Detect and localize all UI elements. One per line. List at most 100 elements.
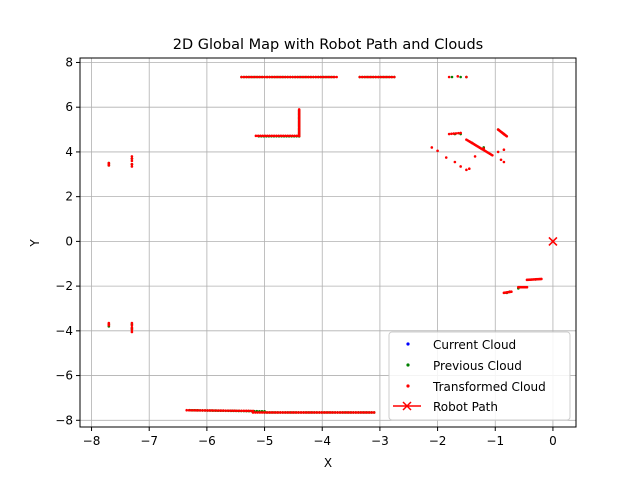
x-axis-label: X bbox=[324, 456, 332, 470]
transformed-cloud-point bbox=[323, 75, 327, 79]
x-tick-label: −8 bbox=[83, 434, 101, 448]
transformed-cloud-point bbox=[502, 160, 506, 164]
transformed-cloud-point bbox=[263, 75, 267, 79]
transformed-cloud-point bbox=[372, 75, 375, 79]
transformed-cloud-point bbox=[221, 409, 225, 412]
transformed-cloud-point bbox=[314, 75, 318, 79]
transformed-cloud-point bbox=[210, 409, 214, 412]
transformed-cloud-point bbox=[203, 409, 207, 412]
legend-marker-transformed-cloud bbox=[406, 384, 410, 388]
transformed-cloud-point bbox=[265, 134, 269, 138]
transformed-cloud-point bbox=[338, 411, 342, 414]
transformed-cloud-point bbox=[343, 411, 346, 414]
transformed-cloud-point bbox=[130, 330, 134, 334]
transformed-cloud-point bbox=[302, 75, 306, 79]
transformed-cloud-point bbox=[312, 75, 315, 79]
y-tick-label: −4 bbox=[55, 324, 73, 338]
transformed-cloud-point bbox=[263, 134, 267, 138]
transformed-cloud-point bbox=[436, 149, 439, 153]
transformed-cloud-point bbox=[244, 75, 248, 79]
transformed-cloud-point bbox=[217, 409, 221, 412]
transformed-cloud-point bbox=[286, 75, 290, 79]
legend-label-current-cloud: Current Cloud bbox=[433, 338, 516, 352]
scatter-points bbox=[107, 75, 543, 414]
transformed-cloud-point bbox=[291, 134, 294, 138]
transformed-cloud-point bbox=[320, 411, 323, 414]
transformed-cloud-point bbox=[276, 411, 280, 414]
transformed-cloud-point bbox=[499, 158, 503, 162]
transformed-cloud-point bbox=[235, 409, 239, 413]
transformed-cloud-point bbox=[321, 75, 325, 79]
transformed-cloud-point bbox=[336, 411, 339, 414]
transformed-cloud-point bbox=[277, 134, 280, 138]
transformed-cloud-point bbox=[205, 409, 209, 412]
legend-marker-robot-path bbox=[402, 401, 412, 411]
transformed-cloud-point bbox=[281, 75, 285, 79]
transformed-cloud-point bbox=[292, 411, 296, 414]
transformed-cloud-point bbox=[322, 411, 326, 414]
transformed-cloud-point bbox=[354, 411, 358, 414]
transformed-cloud-point bbox=[367, 75, 371, 79]
transformed-cloud-point bbox=[465, 168, 468, 172]
transformed-cloud-point bbox=[317, 411, 321, 414]
transformed-cloud-point bbox=[259, 134, 262, 138]
transformed-cloud-point bbox=[224, 409, 227, 412]
transformed-cloud-point bbox=[270, 75, 273, 79]
transformed-cloud-point bbox=[356, 411, 360, 414]
transformed-cloud-point bbox=[268, 75, 271, 79]
transformed-cloud-point bbox=[300, 75, 304, 79]
transformed-cloud-point bbox=[390, 75, 394, 79]
y-tick-label: −2 bbox=[55, 279, 73, 293]
transformed-cloud-point bbox=[304, 411, 307, 414]
transformed-cloud-point bbox=[286, 411, 289, 414]
transformed-cloud-point bbox=[453, 160, 457, 164]
transformed-cloud-point bbox=[447, 132, 451, 136]
transformed-cloud-point bbox=[275, 134, 278, 138]
transformed-cloud-point bbox=[457, 131, 460, 135]
transformed-cloud-point bbox=[459, 165, 462, 168]
transformed-cloud-point bbox=[372, 411, 376, 414]
y-tick-label: 4 bbox=[65, 145, 73, 159]
legend-label-robot-path: Robot Path bbox=[433, 400, 498, 414]
transformed-cloud-point bbox=[452, 132, 456, 135]
y-tick-label: 2 bbox=[65, 190, 73, 204]
x-tick-label: −2 bbox=[429, 434, 447, 448]
transformed-cloud-point bbox=[249, 409, 253, 413]
transformed-cloud-point bbox=[215, 409, 218, 412]
transformed-cloud-point bbox=[360, 75, 364, 79]
transformed-cloud-point bbox=[279, 134, 283, 138]
transformed-cloud-point bbox=[365, 411, 369, 414]
x-tick-label: 0 bbox=[549, 434, 557, 448]
transformed-cloud-point bbox=[130, 157, 134, 160]
transformed-cloud-point bbox=[267, 411, 271, 414]
transformed-cloud-point bbox=[265, 75, 269, 79]
transformed-cloud-point bbox=[107, 162, 111, 166]
transformed-cloud-point bbox=[295, 134, 299, 138]
plot-frame bbox=[79, 57, 577, 428]
transformed-cloud-point bbox=[365, 75, 368, 79]
transformed-cloud-point bbox=[130, 323, 134, 327]
x-tick-label: −7 bbox=[140, 434, 158, 448]
transformed-cloud-point bbox=[335, 75, 338, 79]
transformed-cloud-point bbox=[363, 411, 367, 414]
transformed-cloud-point bbox=[359, 411, 362, 414]
transformed-cloud-point bbox=[130, 326, 134, 329]
transformed-cloud-point bbox=[454, 132, 458, 135]
legend: Current Cloud Previous Cloud Transformed… bbox=[388, 331, 571, 421]
transformed-cloud-point bbox=[228, 409, 232, 412]
transformed-cloud-point bbox=[249, 75, 253, 79]
robot-path bbox=[548, 236, 558, 246]
transformed-cloud-point bbox=[388, 75, 392, 79]
transformed-cloud-point bbox=[196, 409, 200, 412]
transformed-cloud-point bbox=[272, 75, 276, 79]
transformed-cloud-point bbox=[272, 411, 275, 414]
transformed-cloud-point bbox=[130, 155, 134, 158]
transformed-cloud-point bbox=[505, 134, 509, 138]
transformed-cloud-point bbox=[130, 162, 134, 166]
transformed-cloud-point bbox=[345, 411, 349, 414]
transformed-cloud-point bbox=[247, 75, 250, 79]
transformed-cloud-point bbox=[306, 411, 310, 414]
transformed-cloud-point bbox=[260, 411, 264, 414]
transformed-cloud-point bbox=[189, 408, 193, 412]
